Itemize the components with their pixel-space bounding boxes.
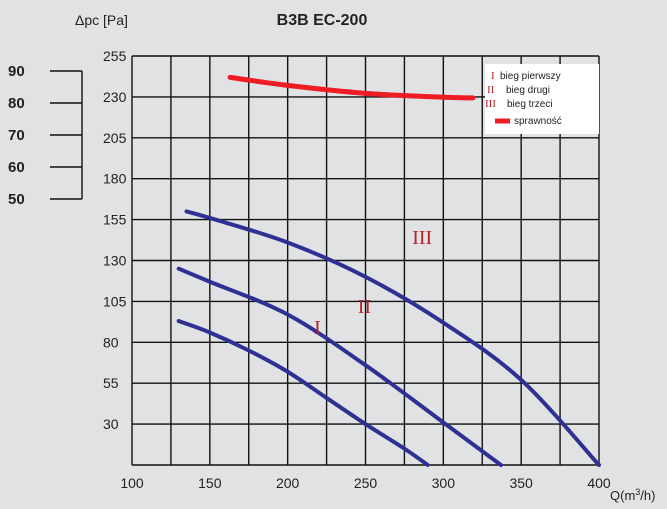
x-tick-label: 250 (354, 475, 378, 491)
series-line-bieg-trzeci (184, 209, 601, 467)
y-tick-label: 180 (103, 171, 127, 187)
y-tick-label: 155 (103, 212, 127, 228)
curve-label: II (358, 296, 371, 318)
series-line-bieg-drugi (176, 266, 503, 467)
efficiency-tick-label: 80 (8, 95, 25, 112)
legend-label-3: bieg trzeci (507, 99, 553, 110)
efficiency-tick-label: 60 (8, 159, 25, 176)
x-tick-label: 400 (587, 475, 611, 491)
y-tick-label: 205 (103, 130, 127, 146)
x-tick-label: 200 (276, 475, 300, 491)
legend-marker-1: I (491, 70, 495, 82)
legend-marker-3: III (485, 98, 496, 110)
legend-label-4: sprawność (514, 116, 562, 127)
x-axis-ticks: 100 150 200 250 300 350 400 (120, 475, 611, 491)
y-tick-label: 30 (103, 416, 119, 432)
curve-label: I (314, 317, 321, 339)
chart-title: B3B EC-200 (277, 12, 368, 29)
y-axis-label: Δpc [Pa] (75, 12, 128, 28)
efficiency-axis: 90 80 70 60 50 (8, 63, 83, 208)
curve-label: III (412, 227, 432, 249)
y-tick-label: 230 (103, 89, 127, 105)
efficiency-tick-label: 90 (8, 63, 25, 80)
legend-marker-2: II (487, 84, 495, 96)
y-tick-label: 130 (103, 253, 127, 269)
series-lines (176, 74, 601, 467)
x-tick-label: 100 (120, 475, 144, 491)
x-axis-label: Q(m3/h) (610, 487, 655, 503)
series-line-bieg-pierwszy (176, 319, 430, 467)
y-tick-label: 255 (103, 48, 127, 64)
x-tick-label: 150 (198, 475, 222, 491)
y-tick-label: 55 (103, 375, 119, 391)
y-axis-ticks: 30 55 80 105 130 155 180 205 230 255 (103, 48, 127, 432)
x-tick-label: 300 (432, 475, 456, 491)
efficiency-tick-label: 70 (8, 127, 25, 144)
legend-label-2: bieg drugi (506, 85, 550, 96)
legend-label-1: bieg pierwszy (500, 71, 561, 82)
x-tick-label: 350 (509, 475, 533, 491)
legend: I bieg pierwszy II bieg drugi III bieg t… (485, 64, 599, 134)
efficiency-tick-label: 50 (8, 191, 25, 208)
y-tick-label: 105 (103, 293, 127, 309)
series-line-sprawność (227, 74, 476, 101)
y-tick-label: 80 (103, 334, 119, 350)
